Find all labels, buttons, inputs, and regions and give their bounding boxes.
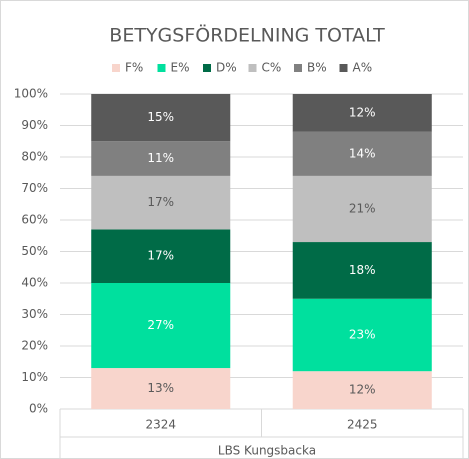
legend-swatch	[112, 64, 120, 72]
bar-segment	[91, 283, 231, 369]
bar-segment	[292, 371, 432, 409]
legend-swatch	[203, 64, 211, 72]
y-tick-label: 40%	[21, 276, 48, 290]
data-label: 14%	[349, 146, 376, 160]
y-tick-label: 0%	[29, 402, 48, 416]
legend-label: D%	[216, 61, 237, 75]
bar-segment	[292, 242, 432, 299]
legend-label: C%	[262, 61, 282, 75]
legend-label: E%	[171, 61, 190, 75]
legend-swatch	[294, 64, 302, 72]
bar-segment	[292, 131, 432, 176]
data-label: 18%	[349, 263, 376, 277]
bar-segment	[91, 94, 231, 142]
bar-segment	[91, 368, 231, 409]
legend-swatch	[248, 64, 257, 72]
legend-label: B%	[307, 61, 327, 75]
y-tick-label: 100%	[14, 87, 48, 101]
data-label: 23%	[349, 327, 376, 341]
y-tick-label: 20%	[21, 339, 48, 353]
y-tick-label: 60%	[21, 213, 48, 227]
bar-segment	[91, 175, 231, 230]
bar-segment	[91, 229, 231, 283]
chart-title: BETYGSFÖRDELNING TOTALT	[109, 24, 385, 47]
x-tick-label: 2324	[145, 418, 176, 432]
data-label: 13%	[147, 381, 174, 395]
data-label: 11%	[147, 151, 174, 165]
legend-label: F%	[125, 61, 143, 75]
legend-label: A%	[353, 61, 373, 75]
bar-segment	[292, 94, 432, 132]
x-tick-label: 2425	[347, 418, 378, 432]
y-tick-label: 10%	[21, 370, 48, 384]
data-label: 15%	[147, 110, 174, 124]
data-label: 27%	[147, 318, 174, 332]
legend-swatch	[339, 64, 348, 72]
y-tick-label: 30%	[21, 307, 48, 321]
data-label: 17%	[147, 195, 174, 209]
legend-swatch	[157, 64, 166, 72]
data-label: 12%	[349, 105, 376, 119]
data-label: 21%	[349, 201, 376, 215]
data-label: 12%	[349, 383, 376, 397]
y-tick-label: 50%	[21, 244, 48, 258]
y-tick-label: 70%	[21, 181, 48, 195]
data-label: 17%	[147, 249, 174, 263]
bar-segment	[91, 141, 231, 176]
y-tick-label: 80%	[21, 150, 48, 164]
x-group-label: LBS Kungsbacka	[218, 444, 316, 458]
bar-segment	[292, 175, 432, 243]
bar-segment	[292, 298, 432, 372]
y-tick-label: 90%	[21, 118, 48, 132]
